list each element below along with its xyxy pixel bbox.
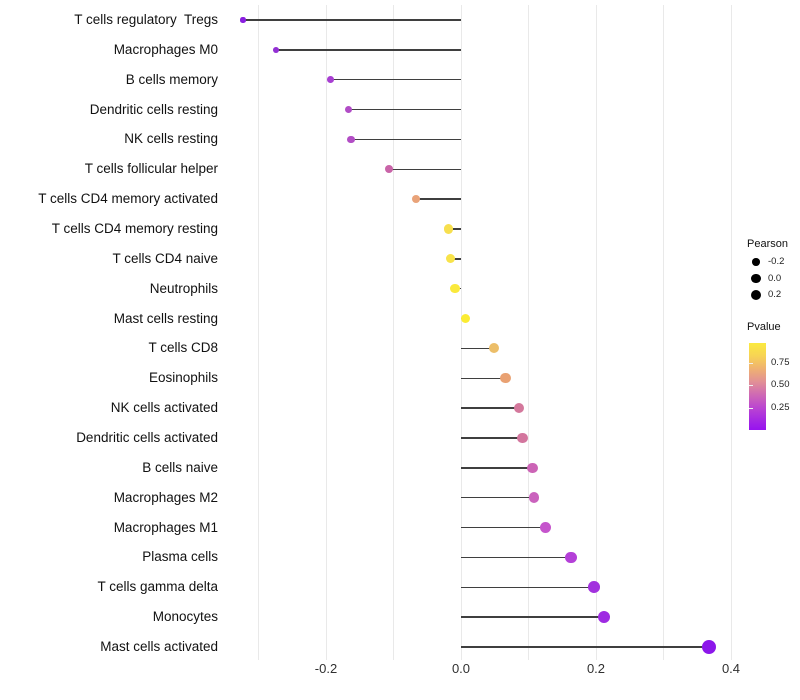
- lollipop-dot: [489, 343, 500, 354]
- size-legend-label: 0.2: [768, 289, 782, 300]
- lollipop-stem: [461, 497, 534, 499]
- colorbar-tick-mark: [749, 362, 753, 364]
- lollipop-dot: [702, 639, 717, 655]
- gridline-x: [528, 5, 529, 660]
- lollipop-dot: [240, 17, 246, 23]
- lollipop-dot: [565, 551, 577, 564]
- colorbar-tick-mark: [749, 385, 753, 387]
- y-axis-label: Monocytes: [152, 609, 218, 625]
- x-tick-label: 0.2: [586, 661, 606, 676]
- gridline-x: [258, 5, 259, 660]
- lollipop-stem: [461, 347, 495, 350]
- lollipop-dot: [347, 135, 355, 143]
- lollipop-stem: [450, 258, 461, 260]
- lollipop-dot: [539, 522, 551, 534]
- lollipop-dot: [273, 46, 279, 53]
- lollipop-stem: [242, 19, 461, 21]
- y-axis-label: Eosinophils: [148, 370, 218, 386]
- size-legend-dot: [752, 258, 760, 266]
- lollipop-stem: [461, 556, 572, 559]
- lollipop-dot: [327, 76, 335, 84]
- lollipop-dot: [500, 373, 511, 384]
- x-tick-label: 0.4: [721, 661, 741, 676]
- y-axis-label: T cells CD4 naive: [112, 250, 218, 266]
- y-axis-label: NK cells resting: [124, 131, 218, 147]
- gridline-x: [730, 5, 732, 660]
- color-legend-title: Pvalue: [747, 321, 781, 333]
- lollipop-dot: [527, 462, 538, 474]
- y-axis-label: Macrophages M0: [113, 41, 218, 57]
- y-axis-label: T cells regulatory Tregs: [74, 12, 218, 27]
- lollipop-dot: [513, 402, 525, 414]
- lollipop-stem: [461, 467, 533, 469]
- gridline-x: [460, 5, 462, 660]
- y-axis-label: T cells CD4 memory activated: [38, 191, 218, 207]
- lollipop-dot: [344, 106, 352, 114]
- lollipop-stem: [350, 138, 461, 141]
- gridline-x: [595, 5, 597, 660]
- lollipop-stem: [461, 646, 710, 648]
- lollipop-dot: [528, 492, 540, 504]
- colorbar-tick-label: 0.50: [771, 379, 790, 391]
- y-axis-label: B cells memory: [125, 71, 218, 87]
- y-axis-label: T cells CD4 memory resting: [51, 220, 218, 236]
- colorbar-tick-label: 0.25: [771, 401, 790, 413]
- y-axis-label: Mast cells resting: [113, 310, 218, 326]
- lollipop-dot: [411, 194, 420, 204]
- lollipop-dot: [588, 581, 600, 594]
- y-axis-label: Dendritic cells activated: [76, 429, 218, 445]
- lollipop-dot: [444, 224, 454, 234]
- y-axis-label: Macrophages M2: [113, 489, 218, 505]
- lollipop-stem: [461, 377, 506, 379]
- size-legend-dot: [751, 273, 761, 284]
- lollipop-stem: [461, 586, 594, 588]
- lollipop-stem: [330, 79, 461, 81]
- x-tick-label: -0.2: [314, 661, 338, 676]
- lollipop-stem: [448, 228, 461, 230]
- y-axis-label: Mast cells activated: [100, 638, 218, 654]
- pvalue-colorbar: [749, 343, 766, 430]
- lollipop-dot: [461, 313, 471, 324]
- lollipop-dot: [445, 254, 455, 264]
- gridline-x: [393, 5, 394, 660]
- y-axis-label: B cells naive: [142, 459, 218, 475]
- y-axis-label: Plasma cells: [142, 549, 218, 565]
- lollipop-stem: [461, 437, 523, 439]
- lollipop-dot: [598, 611, 611, 624]
- lollipop-stem: [415, 198, 461, 200]
- y-axis-label: Neutrophils: [149, 280, 218, 296]
- y-axis-label: T cells CD8: [148, 340, 218, 356]
- y-axis-label: T cells gamma delta: [97, 579, 218, 595]
- size-legend-dot: [750, 289, 762, 301]
- y-axis-label: Dendritic cells resting: [89, 101, 218, 117]
- lollipop-stem: [276, 49, 461, 51]
- lollipop-stem: [461, 407, 520, 409]
- colorbar-tick-label: 0.75: [771, 356, 790, 368]
- y-axis-label: NK cells activated: [110, 400, 218, 416]
- gridline-x: [663, 5, 664, 660]
- lollipop-dot: [450, 284, 460, 294]
- lollipop-dot: [517, 432, 528, 444]
- lollipop-stem: [388, 168, 461, 170]
- lollipop-dot: [384, 165, 393, 174]
- x-tick-label: 0.0: [451, 661, 471, 676]
- colorbar-tick-mark: [749, 407, 753, 409]
- size-legend-label: 0.0: [768, 272, 782, 284]
- lollipop-stem: [461, 526, 546, 529]
- size-legend-label: -0.2: [768, 256, 785, 267]
- y-axis-label: Macrophages M1: [113, 519, 218, 535]
- legend: Pearson -0.2 0.0 0.2 Pvalue 0.75 0.50 0.25: [742, 233, 800, 443]
- gridline-x: [325, 5, 327, 660]
- y-axis-label: T cells follicular helper: [84, 161, 218, 177]
- lollipop-stem: [461, 616, 605, 618]
- lollipop-stem: [348, 108, 461, 111]
- size-legend-title: Pearson: [747, 238, 788, 250]
